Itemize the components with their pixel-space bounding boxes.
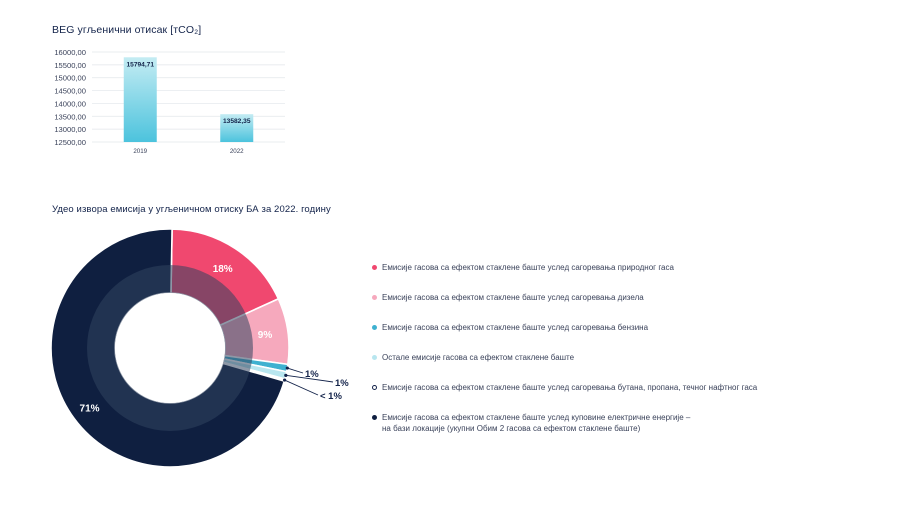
legend-dot-icon (372, 325, 377, 330)
slice-label-outside: 1% (305, 369, 319, 380)
inner-ring (87, 265, 253, 431)
legend-label: Емисије гасова са ефектом стаклене баште… (382, 413, 691, 433)
leader-line (287, 367, 304, 374)
legend-label: Емисије гасова са ефектом стаклене баште… (382, 383, 758, 392)
y-tick-label: 12500,00 (54, 138, 86, 147)
pie-chart-title: Удео извора емисија у угљеничном отиску … (52, 204, 331, 215)
bar (220, 114, 254, 142)
y-tick-label: 16000,00 (54, 48, 86, 57)
y-tick-label: 14000,00 (54, 99, 86, 108)
legend-item: Емисије гасова са ефектом стаклене баште… (372, 292, 832, 303)
y-tick-label: 15000,00 (54, 74, 86, 83)
slice-label-outside: 1% (335, 378, 349, 389)
legend-dot-icon (372, 295, 377, 300)
bar-chart: 16000,00 15500,00 15000,00 14500,00 14000,00… (54, 48, 285, 155)
legend-item: Емисије гасова са ефектом стаклене баште… (372, 382, 832, 393)
bar-value-label: 13582,35 (223, 118, 251, 125)
donut-chart: 18%9%71%1%1%< 1% (50, 228, 349, 468)
leader-dot (283, 378, 287, 382)
bar (123, 57, 157, 142)
y-tick-label: 14500,00 (54, 87, 86, 96)
leader-line (285, 374, 334, 383)
y-tick-label: 15500,00 (54, 61, 86, 70)
legend-label: Емисије гасова са ефектом стаклене баште… (382, 293, 644, 302)
slice-label: 18% (213, 264, 233, 275)
legend-item: Емисије гасова са ефектом стаклене баште… (372, 322, 832, 333)
legend-label: Остале емисије гасова са ефектом стаклен… (382, 353, 575, 362)
slice-label: 71% (80, 403, 100, 414)
bar-chart-title: ВЕG угљенични отисак [тCO₂] (52, 24, 202, 36)
donut-hole (115, 293, 225, 403)
leader-dot (284, 373, 288, 377)
leader-line (284, 379, 319, 396)
x-tick-label: 2022 (230, 148, 244, 155)
legend-dot-icon (372, 355, 377, 360)
legend-dot-icon (372, 415, 377, 420)
bar-value-label: 15794,71 (126, 61, 154, 68)
x-tick-label: 2019 (133, 148, 147, 155)
leader-dot (285, 366, 289, 370)
legend-item: Остале емисије гасова са ефектом стаклен… (372, 352, 832, 363)
legend-dot-icon (372, 385, 377, 390)
legend-dot-icon (372, 265, 377, 270)
slice-label-outside: < 1% (320, 391, 342, 402)
legend-label: Емисије гасова са ефектом стаклене баште… (382, 263, 674, 272)
y-tick-label: 13000,00 (54, 125, 86, 134)
legend-item: Емисије гасова са ефектом стаклене баште… (372, 412, 832, 434)
y-tick-label: 13500,00 (54, 112, 86, 121)
legend-item: Емисије гасова са ефектом стаклене баште… (372, 262, 832, 273)
donut-legend: Емисије гасова са ефектом стаклене баште… (372, 262, 832, 434)
slice-label: 9% (258, 330, 273, 341)
legend-label: Емисије гасова са ефектом стаклене баште… (382, 323, 649, 332)
